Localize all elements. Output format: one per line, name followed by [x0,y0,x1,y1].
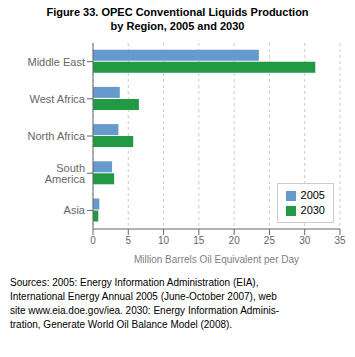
svg-text:0: 0 [90,235,96,246]
svg-text:35: 35 [334,235,346,246]
svg-text:10: 10 [158,235,170,246]
html-text:tration, Generate World Oil Ba: tration, Generate World Oil Balance Mode… [10,319,233,330]
html-text:Sources: 2005: Energy Informat: Sources: 2005: Energy Information Admini… [10,277,259,288]
html-text:International Energy Annual 20: International Energy Annual 2005 (June-O… [10,291,277,302]
svg-text:Asia: Asia [64,204,86,216]
html-text:by Region, 2005 and 2030: by Region, 2005 and 2030 [110,20,245,32]
html-text:2005: 2005 [300,189,325,201]
html-text:2030: 2030 [300,204,325,216]
html-text:site www.eia.doe.gov/iea. 2030: site www.eia.doe.gov/iea. 2030: Energy I… [10,305,279,316]
svg-text:20: 20 [229,235,241,246]
svg-text:Middle East: Middle East [28,56,85,68]
svg-text:Million Barrels Oil Equivalent: Million Barrels Oil Equivalent per Day [134,254,299,265]
svg-text:15: 15 [193,235,205,246]
svg-text:30: 30 [299,235,311,246]
svg-text:North Africa: North Africa [28,130,86,142]
html-text:Figure 33. OPEC Conventional L: Figure 33. OPEC Conventional Liquids Pro… [46,6,309,18]
svg-text:5: 5 [126,235,132,246]
svg-text:25: 25 [264,235,276,246]
svg-text:SouthAmerica: SouthAmerica [45,162,86,185]
svg-text:West Africa: West Africa [30,93,86,105]
